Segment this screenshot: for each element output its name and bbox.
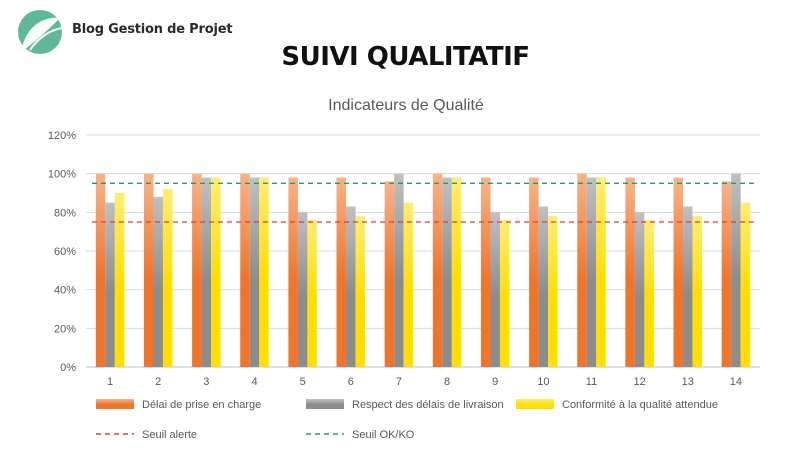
x-tick-label: 9 [492,376,498,388]
legend-swatch [306,399,344,409]
bar [307,220,317,367]
legend-swatch [96,399,134,409]
bar [162,189,173,367]
y-tick-label: 80% [54,207,76,219]
y-tick-label: 60% [54,246,76,258]
bar [95,173,106,367]
bar [740,202,751,367]
bar [442,177,452,367]
x-tick-label: 2 [155,376,161,388]
y-tick-label: 0% [60,362,76,374]
legend-label: Respect des délais de livraison [352,399,504,411]
bar [625,177,635,367]
y-tick-label: 20% [54,323,76,335]
bar [384,181,395,367]
bar [529,177,539,367]
bar [596,177,606,367]
legend: Délai de prise en charge Respect des déla… [96,399,718,441]
bar [211,177,221,367]
leaf-logo-icon [18,10,63,54]
x-axis-ticks: 1 2 3 4 5 6 7 8 9 10 11 12 13 14 [107,376,742,388]
bar [336,177,347,367]
bar [673,177,684,367]
bar [259,177,269,367]
bar [538,206,549,367]
bar [451,177,462,367]
bar [114,193,125,367]
y-axis-ticks: 0% 20% 40% 60% 80% 100% 120% [48,130,76,374]
bar [346,206,356,367]
bar [692,216,703,367]
y-tick-label: 40% [54,285,76,297]
bar [731,173,741,367]
bar [143,173,154,367]
bar [153,196,163,367]
y-tick-label: 100% [48,169,76,181]
x-tick-label: 12 [634,376,646,388]
bar [240,173,250,367]
page-headline: SUIVI QUALITATIF [281,42,530,72]
x-tick-label: 7 [396,376,402,388]
bar [586,177,597,367]
bar [634,212,645,367]
x-tick-label: 4 [251,376,257,388]
x-tick-label: 10 [537,376,549,388]
bars [95,173,751,367]
bar [480,177,491,367]
threshold-lines [92,182,754,223]
grid-lines [86,134,760,368]
bar [721,181,732,367]
legend-label: Seuil OK/KO [352,429,415,441]
bar [432,173,443,367]
bar [394,173,404,367]
brand-name: Blog Gestion de Projet [72,22,233,37]
bar [577,173,587,367]
bar [548,216,558,367]
bar [490,212,500,367]
x-tick-label: 1 [107,376,113,388]
bar [355,216,366,367]
bar [499,220,510,367]
x-tick-label: 6 [348,376,354,388]
legend-label: Seuil alerte [142,429,197,441]
bar [201,177,212,367]
x-tick-label: 11 [586,376,597,388]
x-tick-label: 13 [682,376,694,388]
y-tick-label: 120% [48,130,76,142]
bar [403,202,414,367]
legend-swatch [516,399,554,409]
bar [288,177,298,367]
chart-title: Indicateurs de Qualité [328,97,484,114]
x-tick-label: 14 [730,376,742,388]
legend-label: Délai de prise en charge [142,399,261,411]
bar [644,220,654,367]
bar [192,173,202,367]
legend-label: Conformité à la qualité attendue [562,399,718,411]
x-tick-label: 8 [444,376,450,388]
x-tick-label: 3 [203,376,209,388]
x-tick-label: 5 [300,376,306,388]
bar [683,206,693,367]
bar [297,212,308,367]
bar [249,177,260,367]
bar [105,202,115,367]
